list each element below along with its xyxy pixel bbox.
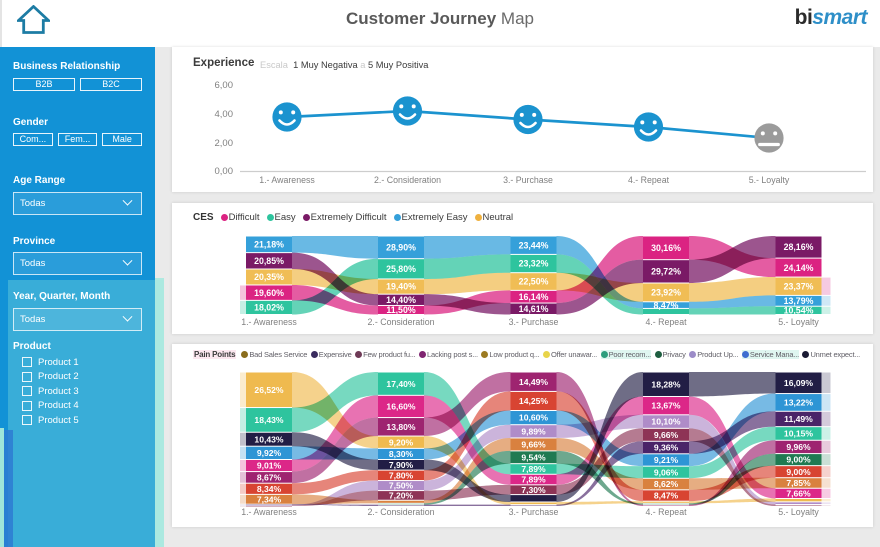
svg-text:1.- Awareness: 1.- Awareness	[241, 317, 297, 327]
svg-text:30,16%: 30,16%	[651, 243, 681, 253]
svg-text:16,14%: 16,14%	[519, 292, 549, 302]
svg-text:9,21%: 9,21%	[654, 455, 679, 465]
svg-text:2.- Consideration: 2.- Consideration	[368, 317, 435, 327]
svg-text:2.- Consideration: 2.- Consideration	[368, 507, 435, 517]
svg-text:10,54%: 10,54%	[784, 306, 814, 316]
svg-text:18,28%: 18,28%	[651, 379, 681, 389]
svg-text:19,40%: 19,40%	[386, 282, 416, 292]
svg-text:18,02%: 18,02%	[254, 303, 284, 313]
svg-text:23,92%: 23,92%	[651, 288, 681, 298]
svg-text:3.- Purchase: 3.- Purchase	[503, 175, 553, 185]
svg-text:11,49%: 11,49%	[784, 414, 813, 424]
svg-text:11,50%: 11,50%	[386, 305, 416, 315]
svg-text:9,00%: 9,00%	[786, 467, 811, 477]
svg-text:23,44%: 23,44%	[519, 240, 549, 250]
svg-text:2.- Consideration: 2.- Consideration	[374, 175, 441, 185]
svg-text:17,40%: 17,40%	[386, 379, 416, 389]
svg-text:0,00: 0,00	[215, 166, 234, 177]
svg-text:1.- Awareness: 1.- Awareness	[259, 175, 315, 185]
svg-text:9,66%: 9,66%	[654, 430, 679, 440]
svg-text:13,79%: 13,79%	[784, 296, 814, 306]
svg-text:9,00%: 9,00%	[786, 455, 811, 465]
svg-text:18,43%: 18,43%	[254, 415, 284, 425]
svg-text:19,60%: 19,60%	[254, 288, 284, 298]
svg-text:13,22%: 13,22%	[784, 398, 814, 408]
svg-text:6,00: 6,00	[215, 80, 234, 91]
svg-text:10,43%: 10,43%	[254, 434, 284, 444]
svg-text:5.- Loyalty: 5.- Loyalty	[778, 317, 819, 327]
svg-text:3.- Purchase: 3.- Purchase	[509, 317, 559, 327]
svg-text:25,80%: 25,80%	[386, 264, 416, 274]
svg-text:7,89%: 7,89%	[521, 475, 546, 485]
svg-text:8,34%: 8,34%	[257, 484, 282, 494]
svg-text:9,92%: 9,92%	[257, 448, 282, 458]
svg-text:7,80%: 7,80%	[389, 470, 414, 480]
svg-text:7,50%: 7,50%	[389, 481, 414, 491]
svg-text:14,49%: 14,49%	[519, 377, 549, 387]
svg-text:16,60%: 16,60%	[386, 402, 416, 412]
svg-text:8,47%: 8,47%	[654, 491, 679, 501]
svg-text:9,36%: 9,36%	[654, 443, 679, 453]
svg-text:8,30%: 8,30%	[389, 449, 414, 459]
svg-text:7,20%: 7,20%	[389, 491, 414, 501]
svg-text:4.- Repeat: 4.- Repeat	[628, 175, 670, 185]
svg-text:10,60%: 10,60%	[519, 413, 549, 423]
svg-text:7,34%: 7,34%	[257, 494, 282, 504]
svg-text:29,72%: 29,72%	[651, 267, 681, 277]
svg-text:8,47%: 8,47%	[654, 300, 679, 310]
svg-text:13,67%: 13,67%	[651, 401, 681, 411]
svg-text:4.- Repeat: 4.- Repeat	[645, 507, 687, 517]
svg-text:4,00: 4,00	[215, 109, 234, 120]
svg-text:5.- Loyalty: 5.- Loyalty	[749, 175, 790, 185]
svg-text:9,96%: 9,96%	[786, 442, 811, 452]
svg-text:16,09%: 16,09%	[784, 378, 814, 388]
svg-text:26,52%: 26,52%	[254, 385, 284, 395]
svg-text:14,25%: 14,25%	[519, 396, 549, 406]
svg-text:21,18%: 21,18%	[254, 239, 284, 249]
svg-text:1.- Awareness: 1.- Awareness	[241, 507, 297, 517]
svg-text:8,67%: 8,67%	[257, 472, 282, 482]
svg-text:20,35%: 20,35%	[254, 272, 284, 282]
svg-text:22,50%: 22,50%	[519, 277, 549, 287]
svg-text:28,16%: 28,16%	[784, 242, 814, 252]
svg-text:9,89%: 9,89%	[521, 426, 546, 436]
svg-text:14,61%: 14,61%	[519, 304, 549, 314]
svg-text:14,40%: 14,40%	[386, 295, 416, 305]
svg-text:10,10%: 10,10%	[651, 417, 681, 427]
svg-text:7,90%: 7,90%	[389, 460, 414, 470]
svg-text:23,32%: 23,32%	[519, 259, 549, 269]
svg-text:8,62%: 8,62%	[654, 479, 679, 489]
svg-text:2,00: 2,00	[215, 138, 234, 149]
svg-text:7,66%: 7,66%	[786, 488, 811, 498]
svg-text:4.- Repeat: 4.- Repeat	[645, 317, 687, 327]
svg-text:20,85%: 20,85%	[254, 256, 284, 266]
svg-text:10,15%: 10,15%	[784, 429, 814, 439]
svg-text:24,14%: 24,14%	[784, 263, 814, 273]
svg-text:3.- Purchase: 3.- Purchase	[509, 507, 559, 517]
svg-text:9,01%: 9,01%	[257, 461, 282, 471]
svg-text:9,66%: 9,66%	[521, 440, 546, 450]
svg-text:7,89%: 7,89%	[521, 464, 546, 474]
svg-text:5.- Loyalty: 5.- Loyalty	[778, 507, 819, 517]
svg-text:9,06%: 9,06%	[654, 467, 679, 477]
svg-text:7,85%: 7,85%	[786, 478, 811, 488]
svg-text:23,37%: 23,37%	[784, 281, 814, 291]
svg-text:9,54%: 9,54%	[521, 452, 546, 462]
svg-text:13,80%: 13,80%	[386, 422, 416, 432]
svg-text:9,20%: 9,20%	[389, 437, 414, 447]
svg-text:28,90%: 28,90%	[386, 243, 416, 253]
svg-text:7,30%: 7,30%	[521, 485, 546, 495]
